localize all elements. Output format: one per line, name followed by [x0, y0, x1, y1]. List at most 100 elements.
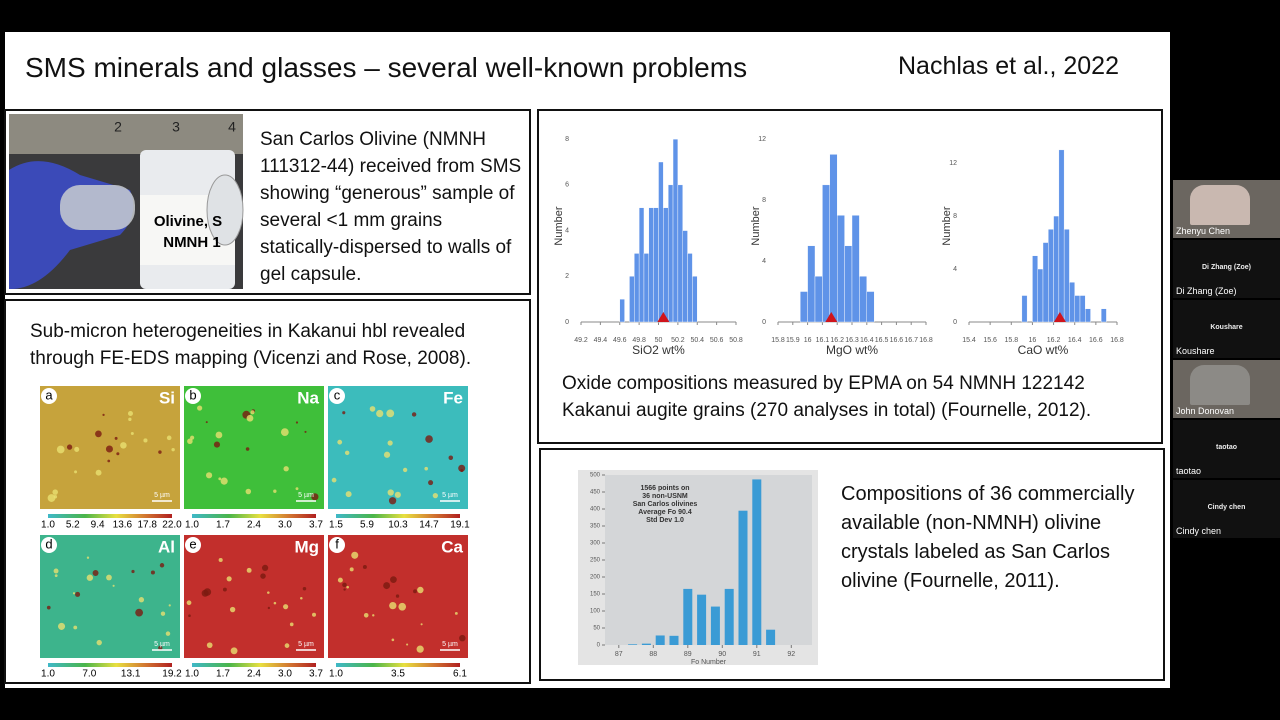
bar: [724, 588, 734, 645]
grain-spot: [425, 435, 433, 443]
histogram-bar: [1053, 215, 1060, 323]
grain-spot: [215, 431, 223, 439]
grain-spot: [369, 406, 376, 412]
panel-frame: [4, 299, 531, 684]
histogram-bar: [837, 215, 845, 323]
grain-spot: [205, 421, 208, 424]
grain-spot: [273, 601, 277, 605]
grain-spot: [432, 493, 438, 499]
grain-spot: [398, 602, 407, 611]
ruler-mark: 4: [228, 119, 236, 135]
bar: [669, 635, 679, 645]
grain-spot: [351, 551, 359, 559]
histogram-bar: [822, 184, 831, 323]
grain-spot: [158, 645, 163, 651]
bar: [738, 510, 748, 645]
grain-spot: [424, 466, 429, 471]
histogram-bar: [859, 276, 868, 323]
color-bar-label: 1.7: [216, 669, 230, 680]
grain-spot: [295, 487, 299, 491]
grain-spot: [188, 614, 191, 618]
participant-name: Zhenyu Chen: [1176, 226, 1231, 236]
grain-spot: [205, 472, 213, 479]
grain-spot: [229, 606, 236, 613]
histogram-bar: [672, 138, 679, 323]
histogram-bar: [1069, 282, 1075, 323]
color-bar-label: 3.0: [278, 520, 292, 531]
color-bar: [336, 514, 460, 518]
color-bar: [192, 663, 316, 667]
x-tick-label: 16: [804, 337, 812, 344]
grain-spot: [454, 611, 458, 615]
grain-spot: [230, 647, 238, 655]
grain-spot: [95, 430, 102, 438]
vial-label: NMNH 1: [163, 234, 221, 251]
histogram-bar: [1048, 229, 1054, 323]
grain-spot: [220, 477, 228, 485]
eds-map: [40, 535, 180, 658]
y-tick-label: 150: [590, 592, 601, 598]
color-bar: [336, 663, 460, 667]
grain-spot: [57, 622, 66, 630]
scale-bar-label: 5 µm: [154, 492, 170, 499]
histogram-bar: [1063, 229, 1070, 323]
grain-spot: [73, 625, 78, 630]
histogram-bar: [1032, 255, 1038, 323]
y-tick-label: 200: [590, 575, 601, 581]
scale-bar-label: 5 µm: [298, 492, 314, 499]
grain-spot: [213, 441, 221, 448]
slide-title: SMS minerals and glasses – several well-…: [25, 52, 748, 83]
histogram-bar: [682, 230, 688, 323]
grain-spot: [283, 604, 289, 610]
histogram-bar: [648, 207, 654, 323]
histogram-bar: [1037, 268, 1044, 323]
x-tick-label: 16.6: [890, 337, 904, 344]
grain-spot: [143, 438, 148, 443]
grain-spot: [190, 435, 195, 440]
chart-annotation: San Carlos olivines: [633, 501, 698, 508]
y-axis-label: Number: [750, 206, 762, 245]
color-bar: [48, 514, 172, 518]
grain-spot: [75, 591, 81, 597]
map-element: Ca: [441, 537, 463, 556]
grain-spot: [106, 574, 112, 581]
grain-spot: [114, 436, 118, 440]
x-tick-label: 16.4: [860, 337, 874, 344]
grain-spot: [260, 573, 266, 579]
histogram-bar: [800, 291, 808, 323]
grain-spot: [267, 591, 270, 594]
y-tick-label: 8: [762, 197, 766, 204]
grain-spot: [302, 587, 307, 591]
color-bar-label: 5.2: [66, 520, 80, 531]
grain-spot: [376, 409, 384, 418]
x-tick-label: 16.1: [816, 337, 830, 344]
map-letter-badge: [41, 537, 57, 553]
chart-annotation: 36 non-USNM: [642, 493, 688, 500]
x-tick-label: 92: [787, 651, 795, 658]
color-bar-label: 2.4: [247, 669, 261, 680]
participant-name: Koushare: [1176, 346, 1215, 356]
x-tick-label: 15.4: [962, 337, 976, 344]
grain-spot: [390, 576, 397, 583]
map-element: Si: [159, 388, 175, 407]
grain-spot: [159, 563, 165, 568]
bar: [697, 594, 707, 645]
grain-spot: [53, 495, 58, 499]
x-tick-label: 91: [753, 651, 761, 658]
grain-spot: [389, 601, 397, 610]
histogram-bar: [692, 276, 698, 323]
y-tick-label: 450: [590, 490, 601, 496]
citation: Nachlas et al., 2022: [898, 52, 1119, 80]
grain-spot: [311, 493, 319, 501]
grain-spot: [383, 582, 391, 590]
y-tick-label: 0: [597, 643, 601, 649]
map-letter-badge: [41, 388, 57, 404]
grain-spot: [86, 574, 94, 581]
grain-spot: [246, 414, 254, 422]
grain-spot: [218, 557, 223, 563]
histogram-bar: [844, 245, 853, 323]
grain-spot: [246, 567, 252, 573]
histogram-bar: [1100, 308, 1107, 323]
grain-spot: [138, 597, 145, 603]
